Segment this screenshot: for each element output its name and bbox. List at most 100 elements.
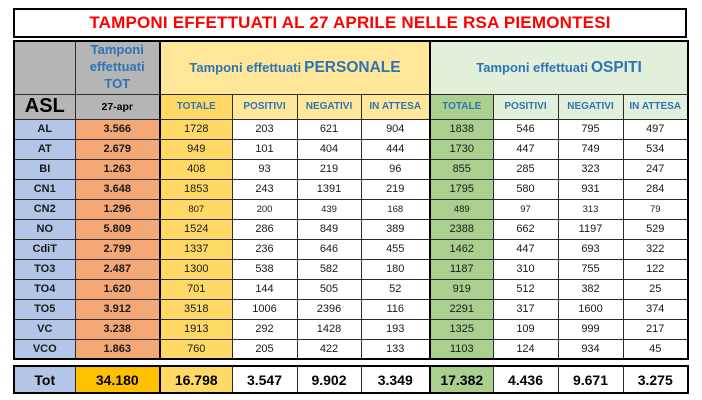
ospiti-positivi-value: 109 [492, 318, 559, 340]
total-ospiti-negativi: 9.671 [557, 365, 624, 394]
table-row: NO 5.809 1524 286 849 389 2388 662 1197 529 [13, 218, 689, 240]
ospiti-inattesa-value: 322 [622, 238, 689, 260]
ospiti-negativi-value: 931 [557, 178, 624, 200]
tot-value: 2.679 [74, 138, 161, 160]
rsa-tamponi-report: TAMPONI EFFETTUATI AL 27 APRILE NELLE RS… [13, 8, 689, 394]
asl-rows: AL 3.566 1728 203 621 904 1838 546 795 497 AT 2.679… [13, 118, 689, 360]
ospiti-positivi-value: 447 [492, 238, 559, 260]
ospiti-group-prefix: Tamponi effettuati [476, 59, 588, 75]
tot-value: 2.799 [74, 238, 161, 260]
total-personale-totale: 16.798 [159, 365, 233, 394]
personale-totale-value: 807 [159, 198, 233, 220]
personale-inattesa-value: 389 [360, 218, 431, 240]
ospiti-negativi-value: 934 [557, 338, 624, 360]
personale-positivi-value: 1006 [231, 298, 298, 320]
table-row: VCO 1.863 760 205 422 133 1103 124 934 45 [13, 338, 689, 360]
personale-totale-value: 1728 [159, 118, 233, 140]
personale-positivi-value: 144 [231, 278, 298, 300]
asl-row-label: CN1 [13, 178, 76, 200]
ospiti-negativi-value: 749 [557, 138, 624, 160]
personale-totale-value: 1524 [159, 218, 233, 240]
personale-negativi-value: 439 [296, 198, 362, 220]
tamponi-table: Tamponi effettuati TOT Tamponi effettuat… [13, 40, 689, 360]
tot-value: 1.296 [74, 198, 161, 220]
total-label: Tot [13, 365, 76, 394]
asl-row-label: AT [13, 138, 76, 160]
ospiti-inattesa-value: 534 [622, 138, 689, 160]
ospiti-inattesa-value: 529 [622, 218, 689, 240]
group-header-row: Tamponi effettuati TOT Tamponi effettuat… [13, 40, 689, 95]
personale-group-name: PERSONALE [304, 58, 401, 76]
personale-positivi-value: 292 [231, 318, 298, 340]
ospiti-positivi-header: POSITIVI [492, 93, 559, 120]
tot-value: 5.809 [74, 218, 161, 240]
ospiti-inattesa-value: 374 [622, 298, 689, 320]
ospiti-negativi-value: 693 [557, 238, 624, 260]
tot-value: 3.648 [74, 178, 161, 200]
asl-row-label: NO [13, 218, 76, 240]
asl-column-header: ASL [13, 93, 76, 120]
total-personale-negativi: 9.902 [296, 365, 362, 394]
ospiti-positivi-value: 285 [492, 158, 559, 180]
personale-inattesa-value: 180 [360, 258, 431, 280]
asl-row-label: VCO [13, 338, 76, 360]
personale-inattesa-value: 96 [360, 158, 431, 180]
personale-inattesa-value: 193 [360, 318, 431, 340]
ospiti-inattesa-value: 217 [622, 318, 689, 340]
personale-group-header: Tamponi effettuati PERSONALE [159, 40, 431, 95]
ospiti-negativi-value: 323 [557, 158, 624, 180]
ospiti-totale-value: 1462 [429, 238, 494, 260]
personale-totale-value: 1337 [159, 238, 233, 260]
personale-positivi-value: 538 [231, 258, 298, 280]
personale-totale-value: 760 [159, 338, 233, 360]
totals-table: Tot 34.180 16.798 3.547 9.902 3.349 17.3… [13, 365, 689, 394]
table-row: VC 3.238 1913 292 1428 193 1325 109 999 217 [13, 318, 689, 340]
ospiti-negativi-value: 313 [557, 198, 624, 220]
ospiti-totale-value: 1730 [429, 138, 494, 160]
ospiti-totale-value: 2388 [429, 218, 494, 240]
personale-positivi-value: 286 [231, 218, 298, 240]
personale-negativi-value: 422 [296, 338, 362, 360]
personale-totale-value: 1300 [159, 258, 233, 280]
table-row: TO3 2.487 1300 538 582 180 1187 310 755 122 [13, 258, 689, 280]
ospiti-totale-value: 1103 [429, 338, 494, 360]
tot-value: 3.566 [74, 118, 161, 140]
personale-negativi-header: NEGATIVI [296, 93, 362, 120]
personale-totale-value: 408 [159, 158, 233, 180]
asl-row-label: TO4 [13, 278, 76, 300]
ospiti-positivi-value: 447 [492, 138, 559, 160]
personale-negativi-value: 849 [296, 218, 362, 240]
total-tot-value: 34.180 [74, 365, 161, 394]
ospiti-negativi-value: 382 [557, 278, 624, 300]
ospiti-totale-value: 1838 [429, 118, 494, 140]
ospiti-positivi-value: 546 [492, 118, 559, 140]
ospiti-negativi-value: 795 [557, 118, 624, 140]
ospiti-group-header: Tamponi effettuati OSPITI [429, 40, 689, 95]
personale-positivi-value: 236 [231, 238, 298, 260]
tot-value: 1.863 [74, 338, 161, 360]
asl-row-label: AL [13, 118, 76, 140]
personale-positivi-value: 243 [231, 178, 298, 200]
personale-inattesa-value: 455 [360, 238, 431, 260]
ospiti-totale-value: 489 [429, 198, 494, 220]
total-row: Tot 34.180 16.798 3.547 9.902 3.349 17.3… [13, 365, 689, 394]
ospiti-positivi-value: 580 [492, 178, 559, 200]
tot-value: 3.912 [74, 298, 161, 320]
report-title-box: TAMPONI EFFETTUATI AL 27 APRILE NELLE RS… [13, 8, 687, 38]
total-personale-positivi: 3.547 [231, 365, 298, 394]
asl-row-label: VC [13, 318, 76, 340]
personale-negativi-value: 582 [296, 258, 362, 280]
personale-group-prefix: Tamponi effettuati [189, 59, 302, 75]
personale-inattesa-header: IN ATTESA [360, 93, 431, 120]
ospiti-inattesa-value: 45 [622, 338, 689, 360]
personale-negativi-value: 621 [296, 118, 362, 140]
table-row: CN1 3.648 1853 243 1391 219 1795 580 931 284 [13, 178, 689, 200]
personale-inattesa-value: 904 [360, 118, 431, 140]
personale-positivi-value: 205 [231, 338, 298, 360]
corner-cell [13, 40, 76, 95]
ospiti-inattesa-value: 79 [622, 198, 689, 220]
personale-inattesa-value: 133 [360, 338, 431, 360]
personale-positivi-header: POSITIVI [231, 93, 298, 120]
table-row: AT 2.679 949 101 404 444 1730 447 749 534 [13, 138, 689, 160]
ospiti-positivi-value: 317 [492, 298, 559, 320]
